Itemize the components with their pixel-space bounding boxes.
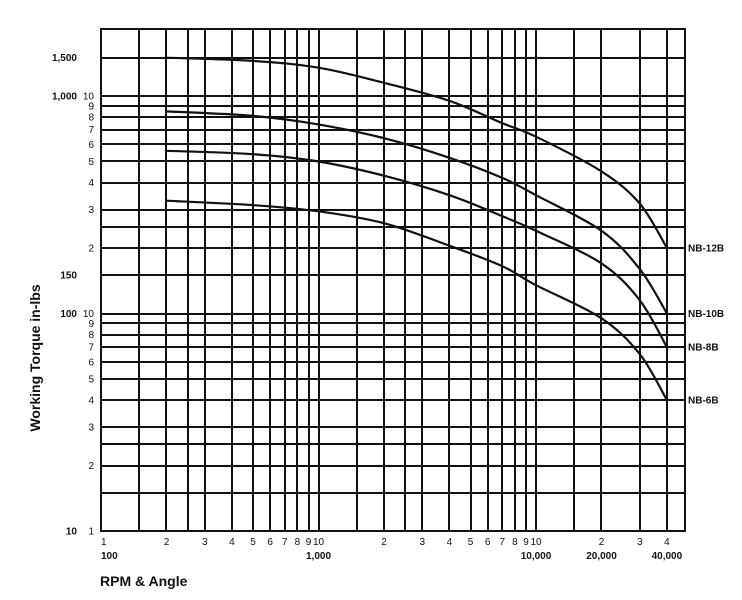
y-decade-label: 1,500 bbox=[52, 53, 77, 64]
x-decade-label: 10,000 bbox=[521, 551, 552, 562]
y-tick-label: 7 bbox=[88, 125, 94, 136]
x-decade-label: 20,000 bbox=[586, 551, 617, 562]
x-tick-label: 8 bbox=[512, 537, 518, 548]
y-decade-label: 150 bbox=[60, 271, 77, 282]
y-axis-title: Working Torque in-lbs bbox=[27, 284, 43, 431]
x-decade-label: 100 bbox=[101, 551, 118, 562]
x-tick-label: 1 bbox=[101, 537, 107, 548]
y-tick-label: 6 bbox=[88, 357, 94, 368]
y-tick-label: 3 bbox=[88, 423, 94, 434]
x-tick-label: 4 bbox=[229, 537, 235, 548]
horizontal-grid bbox=[101, 57, 685, 532]
y-decade-label: 100 bbox=[60, 309, 77, 320]
x-tick-label: 6 bbox=[485, 537, 491, 548]
y-tick-label: 9 bbox=[88, 102, 94, 113]
y-tick-label: 5 bbox=[88, 375, 94, 386]
y-tick-label: 6 bbox=[88, 140, 94, 151]
y-decade-label: 1,000 bbox=[52, 92, 77, 103]
series-label-nb-8b: NB-8B bbox=[688, 343, 719, 354]
x-tick-label: 4 bbox=[447, 537, 453, 548]
x-tick-label: 4 bbox=[664, 537, 670, 548]
y-tick-label: 8 bbox=[88, 330, 94, 341]
curve-nb-10b bbox=[165, 110, 668, 315]
y-tick-label: 4 bbox=[88, 396, 94, 407]
x-tick-label: 9 bbox=[523, 537, 529, 548]
x-tick-label: 9 bbox=[306, 537, 312, 548]
x-tick-label: 7 bbox=[500, 537, 506, 548]
x-tick-label: 3 bbox=[420, 537, 426, 548]
x-tick-label: 2 bbox=[599, 537, 605, 548]
curve-nb-8b bbox=[165, 149, 668, 349]
y-tick-label: 10 bbox=[83, 309, 95, 320]
x-tick-label: 10 bbox=[313, 537, 325, 548]
series-curves bbox=[165, 56, 668, 402]
y-tick-label: 4 bbox=[88, 178, 94, 189]
y-tick-label: 8 bbox=[88, 113, 94, 124]
x-tick-label: 2 bbox=[381, 537, 387, 548]
y-decade-label: 10 bbox=[66, 527, 78, 538]
y-tick-label: 1 bbox=[88, 527, 94, 538]
series-label-nb-10b: NB-10B bbox=[688, 309, 724, 320]
series-label-nb-6b: NB-6B bbox=[688, 396, 719, 407]
y-tick-label: 3 bbox=[88, 205, 94, 216]
y-tick-label: 10 bbox=[83, 92, 95, 103]
x-tick-label: 3 bbox=[637, 537, 643, 548]
x-tick-label: 2 bbox=[164, 537, 170, 548]
x-tick-label: 3 bbox=[202, 537, 208, 548]
y-tick-label: 7 bbox=[88, 343, 94, 354]
x-axis-title: RPM & Angle bbox=[100, 573, 188, 589]
x-tick-label: 10 bbox=[530, 537, 542, 548]
plot-frame bbox=[100, 28, 686, 532]
x-tick-label: 8 bbox=[295, 537, 301, 548]
x-tick-label: 5 bbox=[250, 537, 256, 548]
y-tick-label: 9 bbox=[88, 319, 94, 330]
series-labels: NB-12B NB-10B NB-8B NB-6B bbox=[688, 244, 724, 407]
curve-nb-12b bbox=[165, 56, 668, 250]
y-tick-label: 5 bbox=[88, 157, 94, 168]
x-tick-label: 5 bbox=[468, 537, 474, 548]
x-tick-label: 7 bbox=[282, 537, 288, 548]
y-tick-label: 2 bbox=[88, 244, 94, 255]
y-tick-label: 2 bbox=[88, 461, 94, 472]
series-label-nb-12b: NB-12B bbox=[688, 244, 724, 255]
x-tick-label: 6 bbox=[267, 537, 273, 548]
curve-nb-6b bbox=[165, 199, 668, 402]
vertical-grid bbox=[100, 29, 668, 531]
x-decade-label: 1,000 bbox=[306, 551, 331, 562]
x-decade-label: 40,000 bbox=[652, 551, 683, 562]
